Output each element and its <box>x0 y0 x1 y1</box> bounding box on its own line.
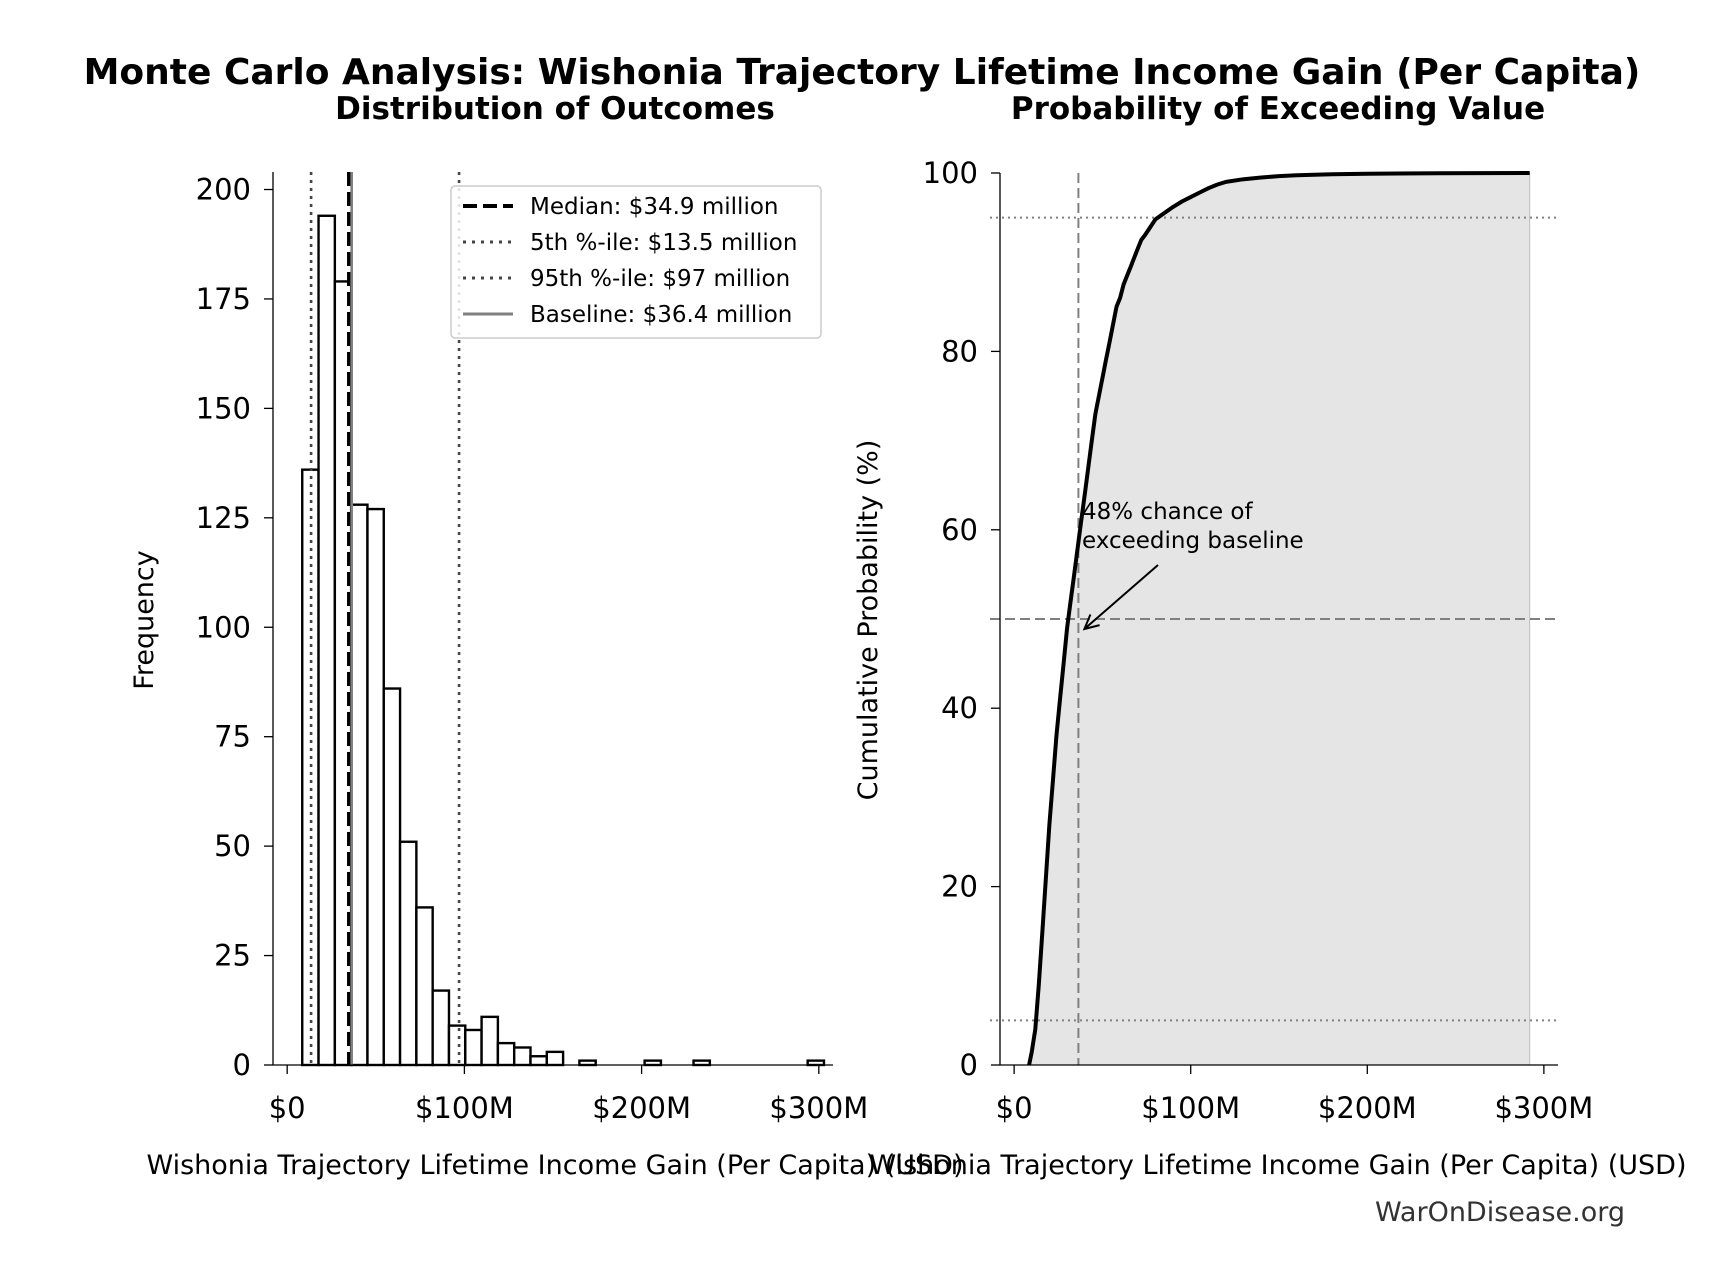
histogram-reference-lines <box>309 172 461 1065</box>
histogram-bar <box>317 214 337 1067</box>
histogram-bar <box>512 1046 532 1067</box>
histogram-y-ticks: 0 25 50 75 100 125 150 175 200 <box>196 173 273 1082</box>
cdf-line <box>1027 171 1530 1066</box>
histogram-bar <box>415 906 434 1067</box>
histogram-y-tick-label: 100 <box>196 610 251 644</box>
cdf-y-tick-label: 0 <box>960 1048 978 1082</box>
cdf-x-tick-label: $100M <box>1141 1091 1240 1125</box>
cdf-y-ticks: 0 20 40 60 80 100 <box>923 156 1000 1082</box>
legend-label: 5th %-ile: $13.5 million <box>530 230 797 256</box>
histogram-y-tick-label: 75 <box>214 720 251 754</box>
cdf-y-tick-label: 60 <box>941 513 978 547</box>
histogram-bar <box>806 1059 826 1067</box>
cdf-x-tick-label: $200M <box>1318 1091 1417 1125</box>
cdf-curve <box>1027 171 1530 1066</box>
cdf-panel: Probability of Exceeding Value $0 $100M $2… <box>853 91 1686 1181</box>
histogram-bar <box>545 1050 565 1067</box>
legend-label: Median: $34.9 million <box>530 194 779 220</box>
histogram-bar <box>643 1059 663 1067</box>
histogram-y-tick-label: 175 <box>196 282 251 316</box>
histogram-bar <box>529 1055 548 1067</box>
histogram-bar <box>398 840 418 1067</box>
histogram-bar <box>431 989 451 1067</box>
annotation-arrow-head <box>1082 614 1100 631</box>
legend-frame <box>450 185 822 339</box>
cdf-y-tick-label: 100 <box>923 156 978 190</box>
histogram-x-tick-label: $200M <box>592 1091 691 1125</box>
cdf-reference-lines <box>990 173 1558 1065</box>
histogram-bar <box>692 1059 712 1067</box>
histogram-x-label: Wishonia Trajectory Lifetime Income Gain… <box>147 1150 964 1181</box>
histogram-bar <box>447 1024 467 1067</box>
histogram-panel: Distribution of Outcomes $0 $100M $200M $30… <box>129 91 963 1181</box>
histogram-y-tick-label: 150 <box>196 391 251 425</box>
histogram-y-tick-label: 25 <box>214 939 251 973</box>
histogram-legend: Median: $34.9 million 5th %-ile: $13.5 mi… <box>450 185 822 339</box>
cdf-y-tick-label: 40 <box>941 691 978 725</box>
cdf-x-label: Wishonia Trajectory Lifetime Income Gain… <box>870 1150 1687 1181</box>
histogram-bar <box>480 1015 500 1067</box>
legend-label: Baseline: $36.4 million <box>530 302 792 328</box>
annotation-line-2: exceeding baseline <box>1082 528 1304 554</box>
cdf-y-tick-label: 20 <box>941 870 978 904</box>
histogram-y-tick-label: 125 <box>196 501 251 535</box>
histogram-x-ticks: $0 $100M $200M $300M <box>269 1065 868 1125</box>
histogram-y-tick-label: 50 <box>214 829 251 863</box>
histogram-x-tick-label: $100M <box>415 1091 514 1125</box>
histogram-x-tick-label: $0 <box>269 1091 306 1125</box>
cdf-x-tick-label: $0 <box>996 1091 1033 1125</box>
histogram-bars <box>301 214 826 1067</box>
histogram-bar <box>366 507 385 1067</box>
cdf-y-label: Cumulative Probability (%) <box>853 440 884 801</box>
cdf-annotation: 48% chance of exceeding baseline <box>1082 499 1304 631</box>
annotation-line-1: 48% chance of <box>1082 499 1254 525</box>
histogram-x-tick-label: $300M <box>769 1091 868 1125</box>
histogram-y-label: Frequency <box>129 550 160 690</box>
histogram-bar <box>496 1041 516 1067</box>
histogram-bar <box>382 687 402 1067</box>
cdf-x-tick-label: $300M <box>1494 1091 1593 1125</box>
cdf-title: Probability of Exceeding Value <box>1011 91 1545 127</box>
cdf-x-ticks: $0 $100M $200M $300M <box>996 1065 1593 1125</box>
footer-credit: WarOnDisease.org <box>1375 1197 1625 1228</box>
histogram-title: Distribution of Outcomes <box>335 91 775 127</box>
histogram-bar <box>578 1059 597 1067</box>
legend-label: 95th %-ile: $97 million <box>530 266 790 292</box>
histogram-bar <box>464 1028 483 1067</box>
histogram-y-tick-label: 200 <box>196 173 251 207</box>
annotation-arrow-shaft <box>1083 564 1159 630</box>
cdf-axes <box>999 173 1558 1066</box>
histogram-y-tick-label: 0 <box>233 1048 251 1082</box>
histogram-bar <box>349 503 369 1067</box>
histogram-axes <box>272 172 833 1066</box>
cdf-y-tick-label: 80 <box>941 334 978 368</box>
figure-title: Monte Carlo Analysis: Wishonia Trajector… <box>84 52 1641 93</box>
